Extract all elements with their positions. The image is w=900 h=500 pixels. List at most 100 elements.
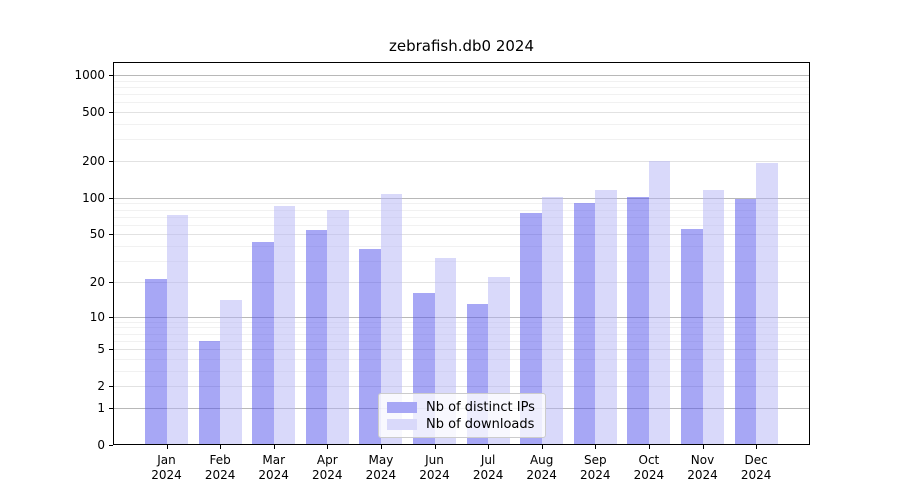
x-tick-month-oct: Oct: [638, 453, 660, 467]
gridline-80: [114, 209, 809, 211]
x-tick-label-jul: Jul 2024: [461, 453, 515, 483]
x-tick-month-may: May: [368, 453, 394, 467]
bar-downloads-aug: [541, 197, 564, 445]
bar-downloads-mar: [273, 206, 296, 445]
x-tick-month-aug: Aug: [529, 453, 554, 467]
gridline-400: [114, 124, 809, 126]
x-tick-year-aug: 2024: [526, 468, 557, 482]
x-tick-label-may: May 2024: [354, 453, 408, 483]
legend-label-downloads: Nb of downloads: [426, 416, 535, 432]
x-tick-apr: [327, 445, 329, 449]
x-tick-label-feb: Feb 2024: [193, 453, 247, 483]
gridlines: [113, 62, 810, 445]
x-tick-jan: [166, 445, 168, 449]
bar-distinct-ips-sep: [573, 203, 596, 445]
bar-distinct-ips-apr: [305, 230, 328, 445]
x-tick-aug: [541, 445, 543, 449]
x-tick-sep: [595, 445, 597, 449]
x-tick-month-sep: Sep: [583, 453, 607, 467]
y-tick-label-1: 1: [97, 400, 105, 415]
x-tick-label-oct: Oct 2024: [622, 453, 676, 483]
x-tick-year-oct: 2024: [633, 468, 665, 482]
gridline-600: [114, 102, 809, 104]
x-tick-year-apr: 2024: [312, 468, 343, 482]
bar-downloads-jan: [166, 215, 188, 445]
bar-downloads-dec: [756, 162, 778, 445]
legend-label-distinct-ips: Nb of distinct IPs: [426, 399, 535, 415]
gridline-300: [114, 139, 809, 141]
y-tick-500: [109, 112, 113, 114]
x-tick-year-mar: 2024: [258, 468, 289, 482]
x-tick-may: [380, 445, 382, 449]
gridline-10: [114, 316, 809, 318]
x-tick-dec: [756, 445, 758, 449]
gridline-20: [114, 281, 809, 283]
gridline-900: [114, 80, 809, 82]
bar-distinct-ips-mar: [252, 242, 274, 445]
x-tick-month-apr: Apr: [316, 453, 338, 467]
gridline-500: [114, 112, 809, 114]
y-tick-10: [109, 316, 113, 318]
y-tick-label-50: 50: [89, 227, 105, 242]
y-tick-1: [109, 407, 113, 409]
y-tick-label-0: 0: [97, 438, 105, 452]
bar-downloads-feb: [220, 299, 242, 445]
legend: Nb of distinct IPs Nb of downloads: [378, 393, 546, 438]
legend-swatch-downloads-icon: [387, 418, 417, 430]
y-tick-0: [109, 445, 113, 446]
gridline-800: [114, 86, 809, 88]
x-tick-year-jun: 2024: [419, 468, 450, 482]
x-tick-jun: [434, 445, 436, 449]
x-tick-month-nov: Nov: [690, 453, 715, 467]
y-tick-label-100: 100: [82, 190, 105, 205]
gridline-8: [114, 327, 809, 329]
x-tick-year-jan: 2024: [151, 468, 182, 482]
gridline-60: [114, 224, 809, 226]
x-tick-year-dec: 2024: [740, 468, 772, 482]
bar-distinct-ips-may: [359, 248, 381, 445]
y-tick-100: [109, 197, 113, 199]
gridline-30: [114, 261, 809, 263]
gridline-4: [114, 358, 809, 360]
bar-downloads-nov: [702, 190, 724, 445]
gridline-70: [114, 216, 809, 218]
x-tick-label-nov: Nov 2024: [676, 453, 730, 483]
x-tick-label-mar: Mar 2024: [247, 453, 301, 483]
y-tick-label-5: 5: [97, 342, 105, 357]
bar-downloads-may: [380, 193, 403, 445]
x-tick-month-mar: Mar: [262, 453, 285, 467]
x-tick-year-feb: 2024: [204, 468, 236, 482]
bar-distinct-ips-aug: [520, 213, 542, 445]
x-tick-month-dec: Dec: [744, 453, 768, 467]
x-tick-oct: [648, 445, 650, 449]
gridline-700: [114, 94, 809, 96]
y-tick-5: [109, 349, 113, 351]
gridline-7: [114, 333, 809, 335]
gridline-90: [114, 203, 809, 205]
gridline-6: [114, 340, 809, 342]
x-tick-label-dec: Dec 2024: [729, 453, 783, 483]
x-tick-month-feb: Feb: [209, 453, 231, 467]
x-tick-month-jul: Jul: [480, 453, 496, 467]
bars: [113, 62, 810, 445]
x-tick-year-nov: 2024: [687, 468, 718, 482]
bar-distinct-ips-jan: [145, 279, 167, 445]
chart-title: zebrafish.db0 2024: [388, 37, 535, 55]
y-tick-2: [109, 386, 113, 388]
y-tick-label-500: 500: [82, 105, 105, 120]
y-tick-label-1000: 1000: [74, 68, 105, 83]
gridline-3: [114, 370, 809, 372]
bar-downloads-sep: [595, 190, 617, 445]
y-tick-50: [109, 234, 113, 236]
x-tick-year-jul: 2024: [472, 468, 504, 482]
gridline-2: [114, 386, 809, 388]
gridline-1000: [114, 75, 809, 77]
plot-area: [113, 62, 810, 445]
bar-downloads-oct: [648, 161, 671, 445]
x-tick-mar: [273, 445, 275, 449]
legend-swatch-distinct-ips-icon: [387, 401, 417, 413]
gridline-100: [114, 197, 809, 199]
x-tick-label-apr: Apr 2024: [300, 453, 354, 483]
x-tick-jul: [488, 445, 490, 449]
